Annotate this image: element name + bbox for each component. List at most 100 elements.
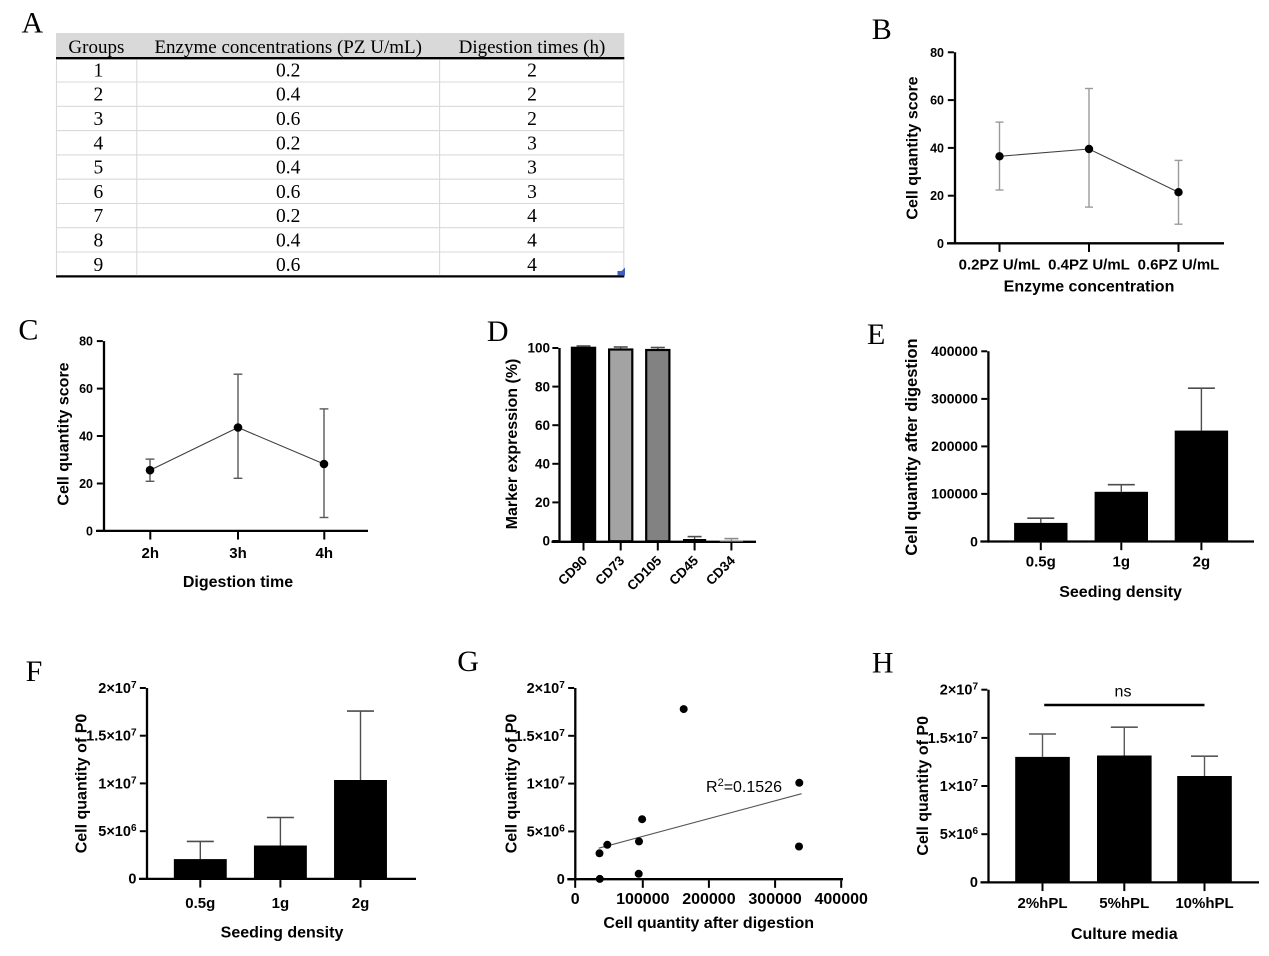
svg-text:R2=0.1526: R2=0.1526 — [706, 777, 782, 796]
svg-text:0.5g: 0.5g — [185, 895, 215, 912]
svg-text:80: 80 — [535, 379, 550, 394]
svg-text:0: 0 — [86, 524, 93, 538]
svg-text:4: 4 — [527, 206, 537, 227]
svg-text:100: 100 — [527, 341, 550, 356]
svg-text:0: 0 — [970, 533, 978, 549]
svg-text:A: A — [22, 7, 44, 40]
svg-text:2%hPL: 2%hPL — [1017, 895, 1067, 912]
svg-text:0: 0 — [557, 872, 565, 888]
svg-text:0.4: 0.4 — [276, 158, 301, 179]
svg-text:Cell quantity of P0: Cell quantity of P0 — [915, 716, 932, 856]
svg-text:0.6: 0.6 — [276, 255, 301, 276]
svg-text:0.2: 0.2 — [276, 206, 300, 227]
svg-text:1×107: 1×107 — [940, 778, 979, 795]
svg-text:Digestion time: Digestion time — [183, 574, 293, 591]
svg-text:5×106: 5×106 — [940, 826, 979, 843]
svg-text:0.6PZ U/mL: 0.6PZ U/mL — [1138, 257, 1220, 274]
svg-text:60: 60 — [79, 382, 93, 396]
svg-text:2: 2 — [527, 109, 537, 130]
svg-text:7: 7 — [94, 206, 104, 227]
svg-text:3: 3 — [527, 133, 537, 154]
svg-text:80: 80 — [79, 335, 93, 349]
svg-text:Cell quantity of P0: Cell quantity of P0 — [504, 714, 521, 854]
svg-text:100000: 100000 — [616, 891, 669, 908]
svg-text:5: 5 — [94, 158, 104, 179]
svg-text:1g: 1g — [1113, 554, 1131, 571]
svg-text:0.6: 0.6 — [276, 109, 301, 130]
svg-text:0.4: 0.4 — [276, 85, 301, 106]
svg-text:0.4: 0.4 — [276, 230, 301, 251]
svg-text:1.5×107: 1.5×107 — [86, 728, 137, 745]
svg-text:Cell quantity after digestion: Cell quantity after digestion — [903, 338, 921, 555]
svg-text:3: 3 — [527, 158, 537, 179]
svg-text:5×106: 5×106 — [98, 823, 137, 840]
svg-text:4h: 4h — [316, 545, 334, 562]
svg-text:200000: 200000 — [931, 438, 978, 454]
svg-text:60: 60 — [930, 94, 944, 108]
svg-text:G: G — [457, 645, 479, 678]
svg-text:Cell quantity score: Cell quantity score — [905, 76, 922, 219]
svg-text:0.2: 0.2 — [276, 133, 300, 154]
svg-text:2×107: 2×107 — [527, 680, 566, 697]
svg-text:300000: 300000 — [931, 391, 978, 407]
svg-text:0.6: 0.6 — [276, 182, 301, 203]
svg-text:4: 4 — [527, 255, 537, 276]
svg-text:400000: 400000 — [931, 343, 978, 359]
svg-text:D: D — [487, 315, 509, 348]
svg-text:5%hPL: 5%hPL — [1099, 895, 1149, 912]
svg-text:4: 4 — [94, 133, 104, 154]
svg-text:3: 3 — [527, 182, 537, 203]
svg-text:F: F — [26, 655, 43, 688]
svg-text:2: 2 — [527, 60, 537, 81]
svg-text:1: 1 — [94, 60, 104, 81]
svg-text:Groups: Groups — [68, 37, 124, 58]
svg-text:2g: 2g — [1193, 554, 1211, 571]
svg-text:400000: 400000 — [815, 891, 868, 908]
svg-text:E: E — [867, 318, 885, 351]
svg-text:9: 9 — [94, 255, 104, 276]
svg-text:2: 2 — [94, 85, 104, 106]
svg-text:Cell quantity after digestion: Cell quantity after digestion — [603, 915, 814, 932]
svg-text:8: 8 — [94, 230, 104, 251]
svg-text:40: 40 — [535, 457, 550, 472]
svg-text:6: 6 — [94, 182, 104, 203]
svg-text:Enzyme concentrations (PZ U/mL: Enzyme concentrations (PZ U/mL) — [154, 37, 422, 58]
svg-text:1g: 1g — [272, 895, 290, 912]
svg-text:1×107: 1×107 — [527, 776, 566, 793]
svg-text:ns: ns — [1115, 684, 1132, 701]
svg-text:2h: 2h — [142, 545, 160, 562]
svg-text:20: 20 — [930, 189, 944, 203]
svg-text:0.5g: 0.5g — [1026, 554, 1056, 571]
svg-text:2×107: 2×107 — [98, 680, 137, 697]
svg-text:B: B — [872, 13, 892, 46]
svg-text:1.5×107: 1.5×107 — [928, 730, 979, 747]
svg-text:20: 20 — [79, 477, 93, 491]
svg-text:5×106: 5×106 — [527, 823, 566, 840]
svg-text:0: 0 — [542, 534, 550, 549]
svg-text:0: 0 — [571, 891, 580, 908]
svg-text:Digestion times (h): Digestion times (h) — [459, 37, 606, 58]
svg-text:2g: 2g — [352, 895, 370, 912]
svg-text:1.5×107: 1.5×107 — [514, 728, 565, 745]
svg-text:Seeding density: Seeding density — [1059, 584, 1182, 601]
svg-text:C: C — [18, 314, 38, 347]
svg-text:10%hPL: 10%hPL — [1175, 895, 1233, 912]
svg-text:0: 0 — [970, 875, 978, 891]
svg-text:60: 60 — [535, 418, 550, 433]
svg-text:1×107: 1×107 — [98, 775, 137, 792]
svg-text:Culture media: Culture media — [1071, 926, 1178, 943]
svg-text:3h: 3h — [229, 545, 247, 562]
svg-text:H: H — [872, 647, 894, 680]
svg-text:Cell quantity of P0: Cell quantity of P0 — [74, 714, 91, 854]
svg-text:4: 4 — [527, 230, 537, 251]
svg-text:100000: 100000 — [931, 486, 978, 502]
svg-text:300000: 300000 — [748, 891, 801, 908]
svg-text:0: 0 — [937, 237, 944, 251]
svg-text:Cell quantity score: Cell quantity score — [56, 362, 73, 505]
svg-text:0.2PZ U/mL: 0.2PZ U/mL — [959, 257, 1041, 274]
svg-text:2×107: 2×107 — [940, 682, 979, 699]
svg-text:Marker expression (%): Marker expression (%) — [504, 359, 521, 530]
svg-text:40: 40 — [79, 430, 93, 444]
svg-text:80: 80 — [930, 46, 944, 60]
svg-text:3: 3 — [94, 109, 104, 130]
